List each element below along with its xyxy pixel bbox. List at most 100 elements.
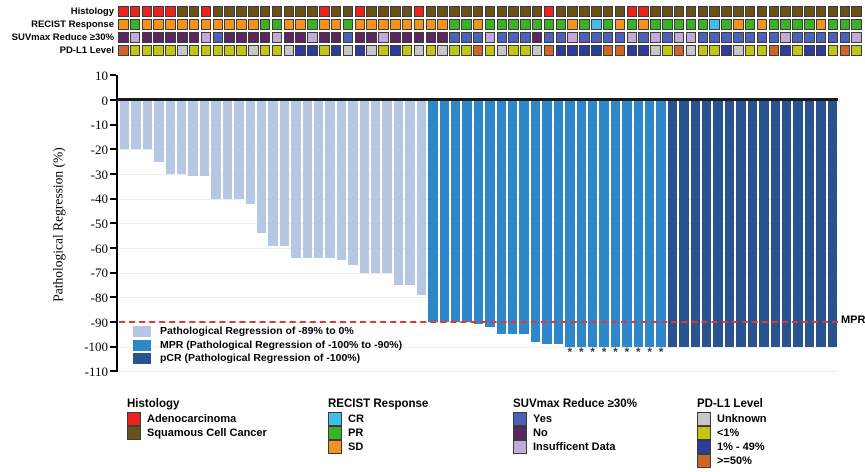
track-cell-recist: [437, 19, 448, 30]
track-cell-recist: [153, 19, 164, 30]
track-cell-suvmax: [780, 32, 791, 43]
legend-item-label: PR: [348, 427, 364, 439]
track-cell-pdl1: [259, 45, 271, 56]
track-cell-histology: [508, 6, 519, 17]
track-cell-suvmax: [638, 32, 649, 43]
track-cell-pdl1: [733, 45, 744, 56]
track-cell-suvmax: [141, 32, 153, 43]
track-cell-suvmax: [212, 32, 224, 43]
track-cell-pdl1: [118, 45, 129, 56]
track-cell-histology: [602, 6, 614, 17]
asterisk-marker: *: [590, 344, 595, 359]
track-cell-pdl1: [271, 45, 283, 56]
track-cell-suvmax: [673, 32, 685, 43]
track-cell-recist: [472, 19, 484, 30]
legend-swatch: [133, 326, 151, 337]
y-tick-label: -10: [90, 117, 108, 133]
track-cell-pdl1: [602, 45, 614, 56]
legend-label: Pathological Regression of -89% to 0%: [160, 325, 354, 337]
track-cell-suvmax: [461, 32, 472, 43]
track-cell-suvmax: [697, 32, 709, 43]
mpr-threshold-line: [119, 321, 838, 323]
track-cell-recist: [366, 19, 377, 30]
patient-bar: [770, 101, 780, 347]
track-cell-histology: [295, 6, 306, 17]
track-cell-suvmax: [330, 32, 342, 43]
track-cell-histology: [851, 6, 862, 17]
track-cell-histology: [141, 6, 153, 17]
track-cell-histology: [815, 6, 827, 17]
patient-bar: [291, 101, 301, 258]
track-cell-recist: [354, 19, 366, 30]
track-cell-histology: [638, 6, 649, 17]
track-cell-recist: [839, 19, 851, 30]
track-cell-pdl1: [697, 45, 709, 56]
y-tick-mark: [110, 123, 116, 126]
track-cell-pdl1: [236, 45, 247, 56]
track-cell-recist: [567, 19, 578, 30]
y-tick-mark: [110, 321, 116, 323]
track-cell-suvmax: [531, 32, 543, 43]
track-cell-histology: [744, 6, 756, 17]
patient-bar: [382, 101, 392, 273]
patient-bar: *: [656, 101, 666, 358]
y-tick-label: -20: [90, 141, 108, 157]
track-cell-suvmax: [709, 32, 720, 43]
track-cell-recist: [697, 19, 709, 30]
patient-bar: [222, 101, 233, 199]
track-cell-suvmax: [555, 32, 567, 43]
legend-item-label: <1%: [717, 427, 740, 439]
track-cell-pdl1: [650, 45, 661, 56]
track-cell-recist: [271, 19, 283, 30]
patient-bar: [245, 101, 255, 204]
track-cell-recist: [685, 19, 697, 30]
track-cell-recist: [744, 19, 756, 30]
track-cell-recist: [378, 19, 389, 30]
patient-bar: [496, 101, 507, 335]
track-cell-pdl1: [815, 45, 827, 56]
track-cell-pdl1: [248, 45, 259, 56]
track-cell-pdl1: [662, 45, 673, 56]
patient-bar: [371, 101, 381, 273]
track-cell-pdl1: [390, 45, 401, 56]
track-cell-histology: [248, 6, 259, 17]
patient-bar: [199, 101, 210, 177]
patient-bar: [804, 101, 815, 347]
patient-bar: [679, 101, 689, 347]
track-cell-recist: [626, 19, 638, 30]
track-cell-histology: [177, 6, 188, 17]
legend-item-label: Unknown: [717, 413, 767, 425]
track-cell-histology: [780, 6, 791, 17]
patient-bar: [827, 101, 837, 347]
track-cell-histology: [662, 6, 673, 17]
track-row-pdl1: [118, 45, 862, 56]
track-cell-suvmax: [804, 32, 815, 43]
track-cell-pdl1: [709, 45, 720, 56]
patient-bar: [131, 101, 141, 150]
legend-item-label: CR: [348, 413, 364, 425]
y-tick-label: 0: [101, 92, 109, 108]
patient-bar: [473, 101, 484, 325]
track-cell-pdl1: [721, 45, 732, 56]
y-tick-label: -70: [90, 265, 108, 281]
track-cell-histology: [224, 6, 235, 17]
patient-bar: [314, 101, 324, 258]
track-cell-histology: [401, 6, 413, 17]
track-cell-pdl1: [330, 45, 342, 56]
patient-bar: [120, 101, 130, 150]
track-cell-recist: [520, 19, 531, 30]
patient-bar: [142, 101, 153, 150]
patient-bar: [530, 101, 541, 342]
legend-item-swatch: [513, 440, 527, 454]
track-cell-suvmax: [248, 32, 259, 43]
legend-item-label: >=50%: [717, 455, 752, 467]
track-cell-recist: [733, 19, 744, 30]
track-cell-pdl1: [673, 45, 685, 56]
track-cell-histology: [756, 6, 768, 17]
track-cell-suvmax: [851, 32, 862, 43]
track-cell-suvmax: [449, 32, 460, 43]
track-cell-suvmax: [437, 32, 448, 43]
track-cell-recist: [543, 19, 555, 30]
track-cell-pdl1: [555, 45, 567, 56]
asterisk-marker: *: [635, 344, 641, 359]
